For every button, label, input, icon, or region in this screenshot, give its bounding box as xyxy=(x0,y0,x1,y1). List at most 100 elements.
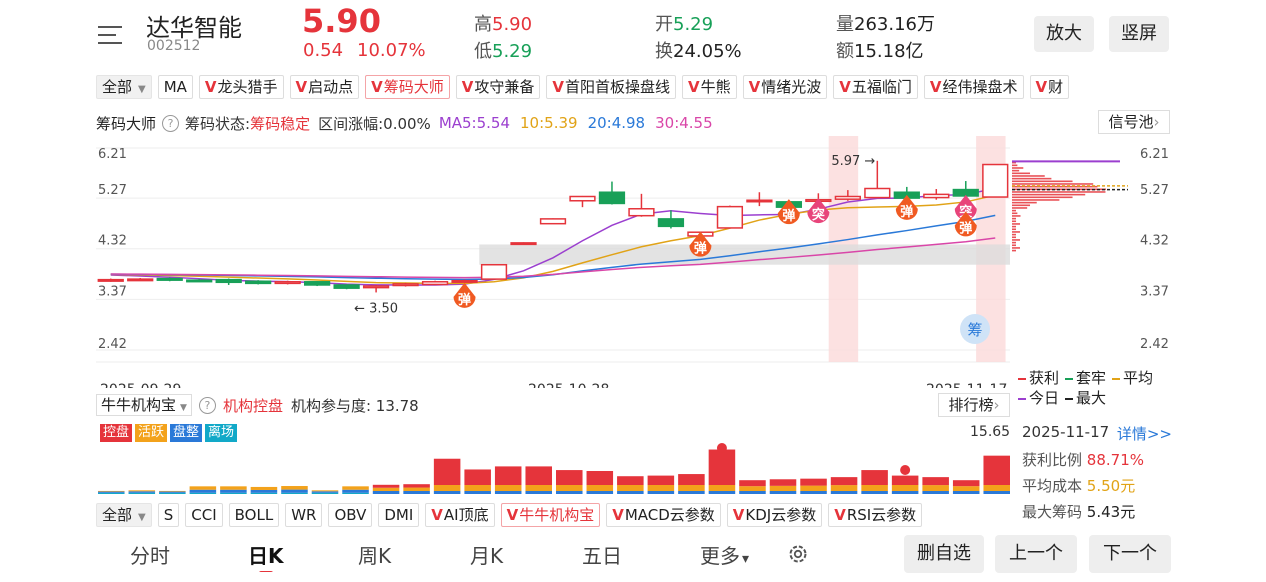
bottom-indicator-chip[interactable]: VMACD云参数 xyxy=(606,503,721,527)
institution-bar xyxy=(342,492,369,494)
institution-bar xyxy=(647,485,675,491)
signal-pool-button[interactable]: 信号池› xyxy=(1098,110,1170,134)
bottom-indicator-chip[interactable]: V牛牛机构宝 xyxy=(500,503,601,527)
bottom-indicator-chip[interactable]: DMI xyxy=(378,503,420,527)
institution-bar xyxy=(189,486,217,490)
institution-bar xyxy=(586,485,614,491)
tab-fiveday[interactable]: 五日 xyxy=(582,544,622,568)
avg-cost-value: 5.50元 xyxy=(1086,477,1136,495)
institution-bar xyxy=(342,486,369,490)
candle-body xyxy=(539,218,567,225)
sub-indicator-dropdown[interactable]: 牛牛机构宝 ▼ xyxy=(96,394,192,416)
zoom-button[interactable]: 放大 xyxy=(1034,16,1094,52)
indicator-chip[interactable]: V攻守兼备 xyxy=(455,75,541,99)
indicator-all-dropdown[interactable]: 全部 ▼ xyxy=(96,75,152,99)
candle-body xyxy=(186,279,213,283)
menu-icon[interactable] xyxy=(98,24,124,46)
candle-body xyxy=(657,218,685,228)
chip-bar xyxy=(1012,239,1020,241)
tab-monthly[interactable]: 月K xyxy=(470,544,504,568)
candle-body xyxy=(864,187,891,199)
candle-body xyxy=(923,193,950,199)
chip-bar xyxy=(1012,177,1052,180)
active-tab-indicator xyxy=(258,571,273,572)
candle-body xyxy=(97,278,124,282)
tab-more[interactable]: 更多 ▾ xyxy=(700,544,750,568)
chip-circle-text: 筹 xyxy=(967,321,982,339)
alert-dot-icon xyxy=(900,465,911,475)
institution-bar xyxy=(678,491,705,494)
institution-bar xyxy=(525,491,552,494)
indicator-chip[interactable]: V牛熊 xyxy=(682,75,737,99)
institution-bar xyxy=(678,485,705,491)
institution-bar xyxy=(830,485,858,491)
indicator-chip[interactable]: V筹码大师 xyxy=(365,75,450,99)
y-tick-right: 4.32 xyxy=(1140,234,1169,249)
institution-bar xyxy=(189,489,217,493)
detail-link[interactable]: 详情>> xyxy=(1116,425,1172,443)
settings-gear-icon[interactable] xyxy=(786,542,810,566)
candle-body xyxy=(746,199,773,203)
tab-weekly[interactable]: 周K xyxy=(358,544,392,568)
indicator-chip[interactable]: V首阳首板操盘线 xyxy=(546,75,677,99)
candlestick-chart[interactable]: 6.21 6.21 5.27 5.27 4.32 4.32 3.37 3.37 2.42 2.42… xyxy=(0,136,1266,388)
indicator-chip[interactable]: MA xyxy=(157,75,193,99)
institution-bar xyxy=(617,476,644,485)
v-mark-icon: V xyxy=(204,78,217,96)
institution-bar xyxy=(922,485,949,491)
indicator-chip[interactable]: V财 xyxy=(1029,75,1070,99)
delete-watchlist-button[interactable]: 删自选 xyxy=(904,535,984,573)
help-icon[interactable]: ? xyxy=(162,114,180,132)
institution-bar xyxy=(433,491,461,494)
sub-indicator-name: 机构控盘 xyxy=(222,396,283,415)
institution-bar xyxy=(739,491,766,494)
next-stock-button[interactable]: 下一个 xyxy=(1089,535,1171,573)
candle-body xyxy=(392,283,419,287)
chip-state-label: 筹码状态: xyxy=(185,114,251,133)
chip-bar xyxy=(1012,175,1045,177)
bounce-badge-text: 弹 xyxy=(458,292,471,308)
institution-bar xyxy=(403,484,430,488)
indicator-chip[interactable]: V五福临门 xyxy=(833,75,918,99)
break-badge-text: 突 xyxy=(812,207,825,223)
v-mark-icon: V xyxy=(371,78,383,96)
portrait-button[interactable]: 竖屏 xyxy=(1109,16,1169,52)
chip-bar xyxy=(1012,172,1031,175)
candle-body xyxy=(156,277,183,281)
tab-intraday[interactable]: 分时 xyxy=(130,544,170,568)
indicator-chip[interactable]: V经伟操盘术 xyxy=(923,75,1024,99)
chip-circle-icon[interactable] xyxy=(960,314,990,344)
chip-bar xyxy=(1012,199,1060,201)
help-icon[interactable]: ? xyxy=(198,396,216,414)
indicator-chip[interactable]: V情绪光波 xyxy=(742,75,828,99)
candle-body xyxy=(480,263,508,280)
bottom-indicator-chip[interactable]: S xyxy=(157,503,180,527)
rank-button[interactable]: 排行榜› xyxy=(938,393,1010,417)
prev-stock-button[interactable]: 上一个 xyxy=(995,535,1077,573)
bottom-indicator-chip[interactable]: BOLL xyxy=(228,503,280,527)
bottom-indicator-chip[interactable]: VAI顶底 xyxy=(425,503,495,527)
institution-bar xyxy=(708,491,736,494)
institution-bar xyxy=(433,485,461,491)
institution-bar xyxy=(281,492,308,494)
candle-body xyxy=(303,281,331,286)
y-tick-right: 6.21 xyxy=(1140,147,1169,162)
bounce-badge-icon xyxy=(453,282,476,308)
bottom-indicator-all-dropdown[interactable]: 全部 ▼ xyxy=(96,503,152,527)
bottom-indicator-chip[interactable]: CCI xyxy=(185,503,223,527)
bottom-indicator-chip[interactable]: WR xyxy=(285,503,323,527)
legend-item: 平均 xyxy=(1112,368,1153,388)
bottom-indicator-chip[interactable]: VRSI云参数 xyxy=(828,503,923,527)
candle-body xyxy=(834,195,861,200)
indicator-chip[interactable]: V启动点 xyxy=(289,75,360,99)
chip-bar xyxy=(1012,193,1086,196)
max-chip-label: 最大筹码 xyxy=(1022,503,1083,521)
legend-swatch xyxy=(1112,377,1121,380)
institution-bar-chart[interactable] xyxy=(96,442,1012,496)
indicator-chip[interactable]: V龙头猎手 xyxy=(198,75,284,99)
bottom-indicator-chip[interactable]: OBV xyxy=(328,503,373,527)
tab-daily[interactable]: 日K xyxy=(248,540,284,572)
institution-bar xyxy=(708,449,736,485)
indicator-bar: 全部 ▼ MA V龙头猎手 V启动点 V筹码大师 V攻守兼备 V首阳首板操盘线 V牛熊 V情绪光… xyxy=(96,74,1170,100)
bottom-indicator-chip[interactable]: VKDJ云参数 xyxy=(726,503,823,527)
